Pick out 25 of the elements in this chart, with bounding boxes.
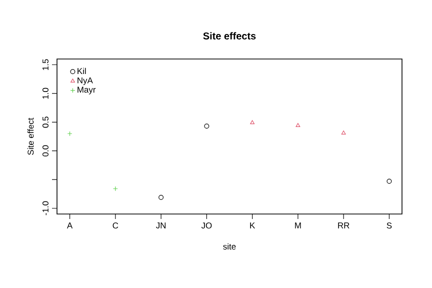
chart-title: Site effects [203, 32, 256, 40]
y-tick-label: 1.0 [42, 88, 48, 99]
x-tick-label: K [250, 222, 256, 228]
point [250, 120, 255, 124]
y-tick-label: 1.5 [42, 59, 48, 70]
y-tick-label: 0.0 [42, 145, 48, 156]
x-tick-label: JN [156, 222, 166, 228]
x-axis-title: site [223, 243, 236, 250]
y-tick-label: 0.5 [42, 116, 48, 128]
point [296, 123, 300, 127]
legend-label: NyA [78, 77, 93, 86]
y-tick-label: -1.0 [42, 201, 48, 216]
x-tick-label: A [66, 222, 73, 228]
point [204, 124, 210, 129]
point [341, 130, 346, 134]
point [386, 178, 392, 184]
x-tick-label: S [386, 222, 392, 229]
x-tick-label: JO [201, 222, 212, 229]
y-axis-title: Site effect [27, 118, 34, 155]
x-tick-label: RR [338, 222, 350, 228]
legend-label: Mayr [78, 86, 96, 94]
legend-label: Kil [78, 68, 86, 74]
x-tick-label: C [112, 222, 118, 229]
point [158, 194, 164, 200]
x-tick-label: M [295, 222, 301, 228]
